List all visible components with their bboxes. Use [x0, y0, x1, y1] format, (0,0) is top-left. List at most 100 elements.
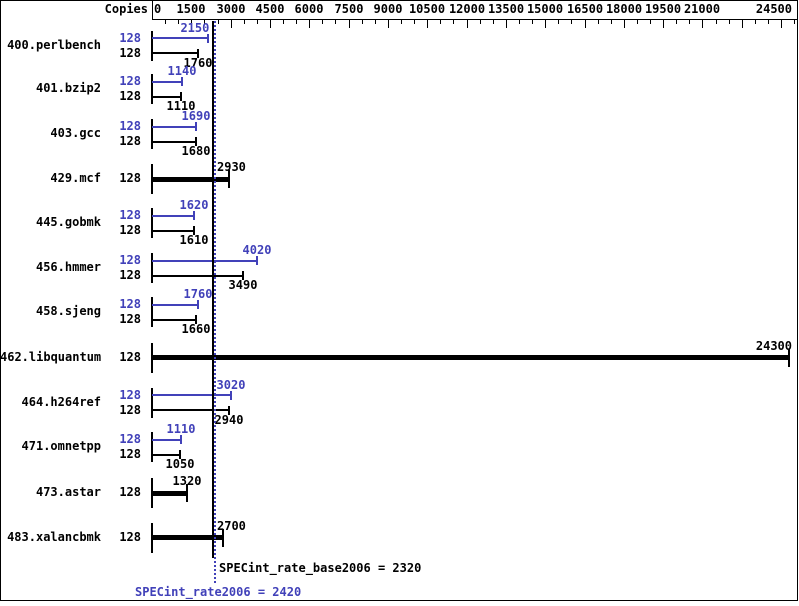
- axis-major-tick: [349, 20, 350, 28]
- base-bar: [152, 409, 230, 411]
- copies-value-base: 128: [119, 312, 141, 326]
- peak-bar-endcap: [195, 122, 198, 131]
- axis-tick-label: 1500: [176, 2, 206, 16]
- axis-minor-tick: [283, 20, 284, 24]
- axis-minor-tick: [558, 20, 559, 24]
- copies-value-peak: 128: [119, 30, 141, 45]
- peak-bar-endcap: [207, 33, 210, 43]
- peak-bar-endcap: [197, 300, 200, 309]
- group-baseline: [151, 432, 153, 462]
- axis-minor-tick: [716, 20, 717, 24]
- base-value-label: 1660: [181, 322, 211, 336]
- peak-value-label: 1110: [166, 422, 196, 436]
- copies-value: 128: [119, 349, 141, 364]
- base-bar-endcap: [194, 315, 197, 324]
- axis-minor-tick: [453, 20, 454, 24]
- axis-major-tick: [702, 20, 703, 28]
- axis-tick-label: 24500: [755, 2, 792, 16]
- base-bar: [152, 490, 187, 496]
- copies-value-peak: 128: [119, 297, 141, 311]
- peak-bar: [152, 214, 195, 217]
- base-value-label: 1760: [183, 55, 213, 70]
- peak-bar: [152, 394, 232, 396]
- peak-bar-endcap: [180, 435, 183, 444]
- peak-bar: [152, 438, 182, 441]
- axis-minor-tick: [165, 20, 166, 24]
- benchmark-label: 456.hmmer: [35, 260, 101, 274]
- copies-value-peak: 128: [119, 208, 141, 222]
- axis-minor-tick: [611, 20, 612, 24]
- axis-minor-tick: [598, 20, 599, 24]
- peak-bar: [152, 259, 258, 262]
- copies-value-base: 128: [119, 223, 141, 237]
- axis-minor-tick: [755, 20, 756, 24]
- group-baseline: [151, 74, 153, 104]
- axis-minor-tick: [637, 20, 638, 24]
- axis-major-tick: [270, 20, 271, 28]
- peak-value-label: 1140: [167, 64, 197, 78]
- base-bar-endcap: [242, 271, 245, 280]
- group-baseline: [151, 297, 153, 327]
- copies-value-peak: 128: [119, 432, 141, 446]
- base-bar-endcap: [180, 92, 183, 101]
- axis-major-tick: [545, 20, 546, 28]
- axis-minor-tick: [322, 20, 323, 24]
- copies-value-base: 128: [119, 134, 141, 148]
- peak-value-label: 4020: [242, 243, 272, 257]
- base-bar-endcap: [197, 48, 200, 58]
- axis-tick-label: 0: [154, 2, 162, 16]
- axis-major-tick: [585, 20, 586, 28]
- axis-tick-label: 21000: [683, 2, 721, 16]
- benchmark-label: 462.libquantum: [0, 349, 102, 364]
- axis-tick-label: 12000: [448, 2, 486, 16]
- axis-major-tick: [427, 20, 428, 28]
- axis-minor-tick: [480, 20, 481, 24]
- copies-value-base: 128: [119, 89, 141, 103]
- axis-major-tick: [663, 20, 664, 28]
- group-baseline: [151, 119, 153, 149]
- axis-minor-tick: [729, 20, 730, 24]
- axis-minor-tick: [414, 20, 415, 24]
- peak-bar-endcap: [256, 256, 259, 265]
- axis-minor-tick: [257, 20, 258, 24]
- benchmark-label: 471.omnetpp: [21, 439, 101, 453]
- copies-value-base: 128: [119, 268, 141, 282]
- base-value-label: 1110: [166, 99, 196, 113]
- copies-value-base: 128: [119, 402, 141, 417]
- benchmark-label: 403.gcc: [50, 126, 101, 140]
- peak-value-label: 2150: [180, 20, 210, 35]
- base-bar-endcap: [195, 137, 198, 146]
- axis-minor-tick: [335, 20, 336, 24]
- axis-major-tick: [781, 20, 782, 28]
- base-value-label: 24300: [755, 338, 792, 353]
- axis-minor-tick: [689, 20, 690, 24]
- benchmark-label: 464.h264ref: [21, 394, 101, 409]
- peak-value-label: 1760: [183, 287, 213, 301]
- axis-major-tick: [191, 20, 192, 28]
- peak-bar: [152, 37, 209, 39]
- base-bar-endcap: [178, 450, 181, 459]
- axis-minor-tick: [650, 20, 651, 24]
- axis-minor-tick: [244, 20, 245, 24]
- copies-value-peak: 128: [119, 74, 141, 88]
- base-bar: [152, 318, 196, 321]
- group-baseline: [151, 208, 153, 238]
- base-value-label: 1610: [179, 233, 209, 247]
- reference-line-peak: [214, 21, 216, 583]
- base-bar-endcap: [227, 170, 230, 188]
- axis-minor-tick: [571, 20, 572, 24]
- copies-value-base: 128: [119, 45, 141, 60]
- peak-value-label: 3020: [216, 377, 246, 392]
- peak-bar: [152, 303, 199, 306]
- benchmark-label: 483.xalancbmk: [7, 529, 101, 544]
- base-bar: [152, 140, 197, 143]
- base-value-label: 1050: [165, 457, 195, 471]
- base-bar: [152, 52, 199, 54]
- group-baseline: [151, 253, 153, 283]
- axis-minor-tick: [296, 20, 297, 24]
- peak-bar-endcap: [180, 77, 183, 86]
- axis-origin-line: [152, 0, 153, 20]
